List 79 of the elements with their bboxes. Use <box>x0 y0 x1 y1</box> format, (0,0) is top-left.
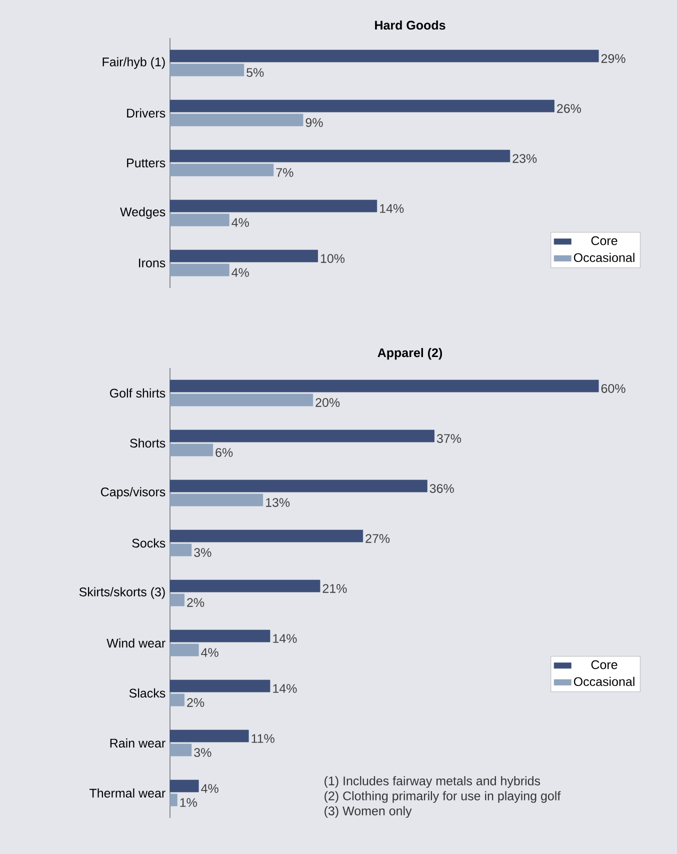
y-tick-label: Irons <box>139 258 166 268</box>
data-label: 26% <box>557 104 581 113</box>
data-label: 14% <box>273 634 297 643</box>
bar <box>170 430 434 442</box>
y-tick-label: Socks <box>132 538 166 548</box>
data-label: 21% <box>322 584 347 593</box>
data-label: 1% <box>180 798 197 807</box>
data-label: 3% <box>194 748 212 757</box>
legend-label: Core <box>591 236 618 246</box>
bar <box>170 580 320 592</box>
y-tick-label: Caps/visors <box>100 487 166 499</box>
y-tick-label: Wind wear <box>106 638 166 648</box>
bar <box>170 200 378 212</box>
bar <box>170 50 599 62</box>
data-label: 14% <box>380 204 404 213</box>
y-tick-label: Slacks <box>129 688 166 698</box>
data-label: 29% <box>601 54 626 63</box>
data-label: 13% <box>266 498 290 507</box>
data-label: 27% <box>366 534 390 543</box>
chart-title: Hard Goods <box>375 20 446 30</box>
data-label: 23% <box>512 154 537 163</box>
bar <box>170 730 249 742</box>
bar <box>170 694 184 706</box>
bar <box>170 530 364 542</box>
data-label: 4% <box>232 268 249 277</box>
bar <box>170 214 230 226</box>
data-label: 20% <box>316 398 340 407</box>
data-label: 7% <box>276 168 294 177</box>
bar <box>170 250 318 262</box>
y-tick-label: Shorts <box>130 438 166 448</box>
bar <box>170 680 270 692</box>
bar <box>170 794 178 806</box>
bar <box>170 494 264 506</box>
bar <box>170 164 274 176</box>
bar <box>170 100 554 112</box>
y-tick-label: Putters <box>127 158 166 168</box>
bar <box>170 544 192 556</box>
y-tick-label: Thermal wear <box>90 788 166 798</box>
y-tick-label: Wedges <box>120 207 166 219</box>
bar <box>170 480 428 492</box>
bar <box>170 594 184 606</box>
bar <box>170 630 270 642</box>
bar <box>170 394 314 406</box>
y-tick-label: Fair/hyb (1) <box>102 57 165 69</box>
data-label: 9% <box>306 118 323 127</box>
y-tick-label: Rain wear <box>110 738 166 748</box>
data-label: 11% <box>252 734 274 743</box>
data-label: 37% <box>436 434 462 443</box>
annotation: (1) Includes fairway metals and hybrids <box>324 776 540 788</box>
data-label: 14% <box>273 684 297 693</box>
y-tick-label: Golf shirts <box>110 388 166 398</box>
bar <box>170 264 230 276</box>
legend-label: Occasional <box>574 252 634 262</box>
bar <box>170 744 192 756</box>
bar <box>170 64 244 76</box>
data-label: 2% <box>187 698 204 707</box>
bar <box>170 644 199 656</box>
annotation: (2) Clothing primarily for use in playing golf <box>324 791 561 803</box>
y-tick-label: Drivers <box>127 108 166 118</box>
bar <box>170 150 510 162</box>
data-label: 10% <box>320 254 345 263</box>
chart-title: Apparel (2) <box>378 348 442 360</box>
legend-label: Core <box>591 660 618 670</box>
data-label: 6% <box>216 448 233 457</box>
data-label: 2% <box>187 598 204 607</box>
data-label: 4% <box>232 218 249 227</box>
data-label: 4% <box>201 784 218 793</box>
data-label: 3% <box>194 548 212 557</box>
bar <box>170 780 199 792</box>
bar <box>170 380 599 392</box>
data-label: 36% <box>430 484 454 493</box>
bar <box>170 444 214 456</box>
data-label: 5% <box>246 68 264 77</box>
data-label: 60% <box>601 384 626 393</box>
legend-label: Occasional <box>574 676 634 686</box>
y-tick-label: Skirts/skorts (3) <box>79 587 165 599</box>
bar <box>170 114 304 126</box>
annotation: (3) Women only <box>324 806 412 818</box>
data-label: 4% <box>201 648 218 657</box>
